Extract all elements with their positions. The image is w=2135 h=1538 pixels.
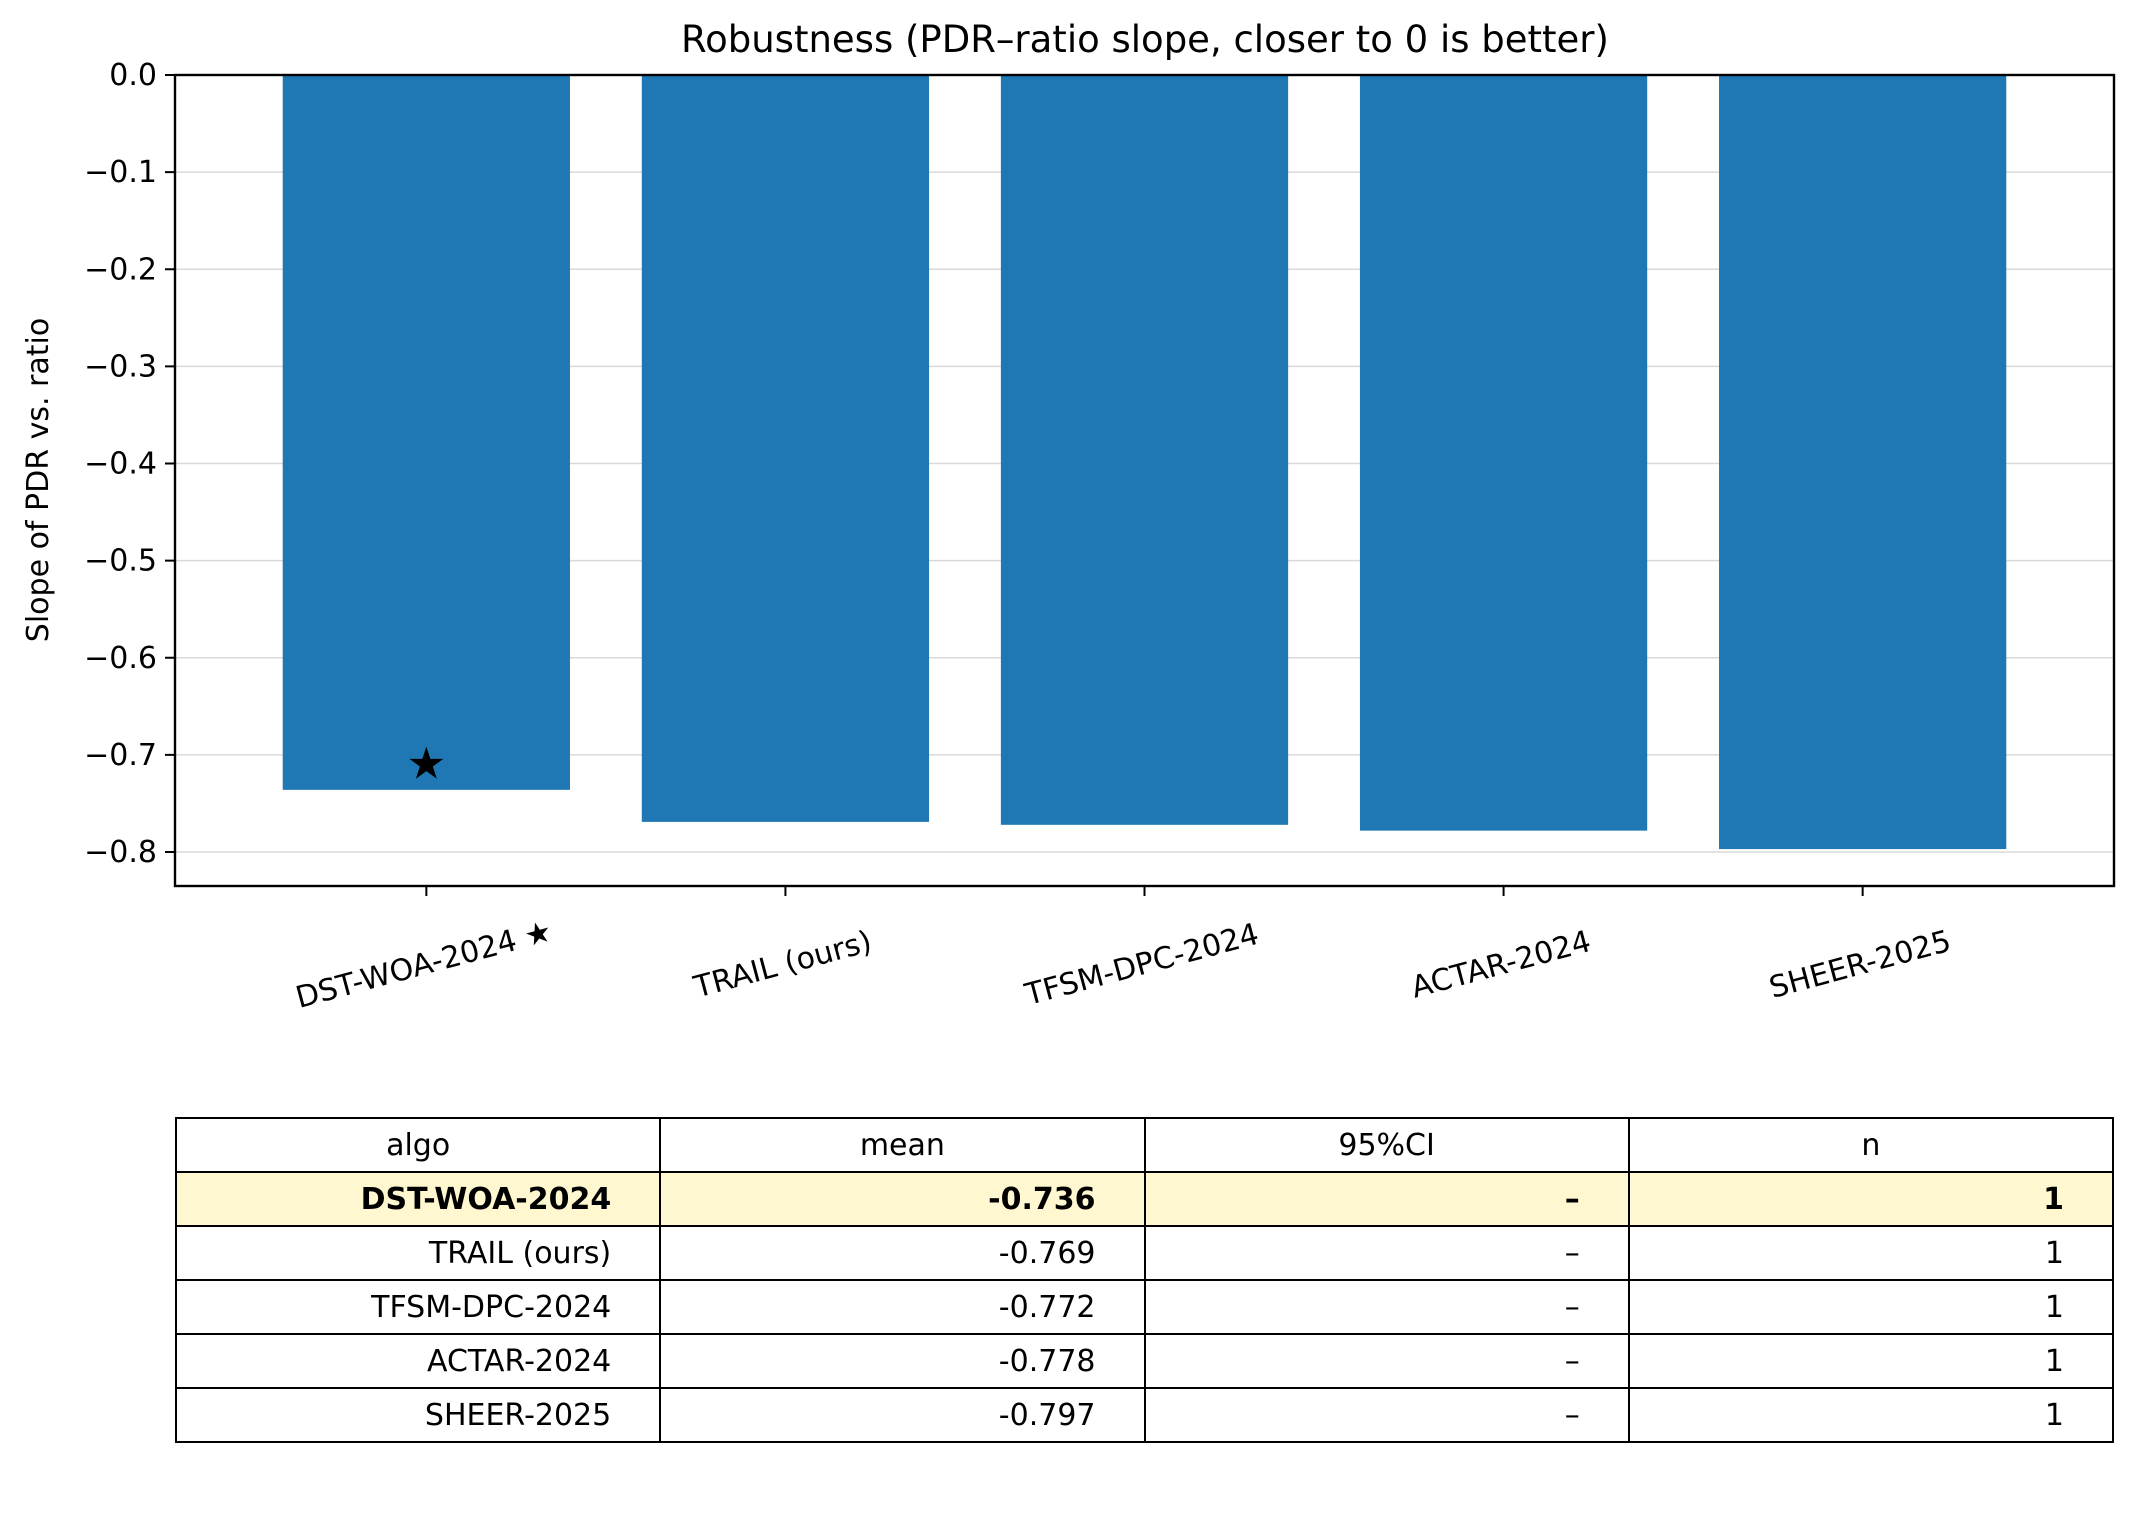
y-tick-label: 0.0 [109, 58, 157, 93]
cell-ci: – [1143, 1387, 1630, 1443]
cell-n: 1 [1627, 1387, 2115, 1443]
y-tick-label: −0.4 [84, 447, 157, 482]
cell-ci: – [1143, 1225, 1630, 1281]
cell-mean: -0.736 [659, 1171, 1146, 1227]
bar [1000, 75, 1289, 825]
x-axis-ticks: DST-WOA-2024 ★ TRAIL (ours) TFSM-DPC-2024 A… [292, 886, 1955, 1016]
y-tick-label: −0.2 [84, 252, 157, 287]
cell-mean: -0.797 [659, 1387, 1146, 1443]
bar-chart: Robustness (PDR–ratio slope, closer to 0… [21, 18, 2116, 1016]
table-row: TFSM-DPC-2024 -0.772 – 1 [174, 1279, 2115, 1335]
cell-ci: – [1143, 1171, 1630, 1227]
cell-mean: -0.778 [659, 1333, 1146, 1389]
table-row: TRAIL (ours) -0.769 – 1 [174, 1225, 2115, 1281]
table-row: ACTAR-2024 -0.778 – 1 [174, 1333, 2115, 1389]
stats-table: algo mean 95%CI n DST-WOA-2024 -0.736 – … [174, 1117, 2115, 1443]
table-header-row: algo mean 95%CI n [174, 1117, 2115, 1173]
cell-mean: -0.769 [659, 1225, 1146, 1281]
header-mean: mean [659, 1117, 1146, 1173]
cell-ci: – [1143, 1279, 1630, 1335]
x-tick-label: TRAIL (ours) [689, 924, 875, 1005]
cell-algo: SHEER-2025 [174, 1387, 662, 1443]
bar [1719, 75, 2007, 850]
table-row: SHEER-2025 -0.797 – 1 [174, 1387, 2115, 1443]
cell-n: 1 [1627, 1333, 2115, 1389]
cell-n: 1 [1627, 1225, 2115, 1281]
y-axis-ticks: 0.0 −0.1 −0.2 −0.3 −0.4 −0.5 −0.6 −0.7 −0.8 [84, 58, 175, 870]
header-n: n [1627, 1117, 2115, 1173]
cell-ci: – [1143, 1333, 1630, 1389]
chart-title: Robustness (PDR–ratio slope, closer to 0… [681, 18, 1609, 61]
cell-algo: TRAIL (ours) [174, 1225, 662, 1281]
cell-mean: -0.772 [659, 1279, 1146, 1335]
header-ci: 95%CI [1143, 1117, 1630, 1173]
bar [641, 75, 930, 822]
y-axis-label: Slope of PDR vs. ratio [21, 318, 56, 642]
bar [282, 75, 570, 790]
y-tick-label: −0.3 [84, 349, 157, 384]
bars [282, 75, 2007, 850]
cell-algo: TFSM-DPC-2024 [174, 1279, 662, 1335]
cell-algo: DST-WOA-2024 [174, 1171, 662, 1227]
header-algo: algo [174, 1117, 662, 1173]
markers: ★ [407, 739, 446, 790]
y-tick-label: −0.6 [84, 641, 157, 676]
y-tick-label: −0.8 [84, 835, 157, 870]
x-tick-label: ACTAR-2024 [1408, 924, 1595, 1005]
cell-algo: ACTAR-2024 [174, 1333, 662, 1389]
cell-n: 1 [1627, 1279, 2115, 1335]
x-tick-label: SHEER-2025 [1766, 924, 1955, 1006]
y-tick-label: −0.1 [84, 155, 157, 190]
x-tick-label: TFSM-DPC-2024 [1021, 917, 1263, 1013]
bar [1359, 75, 1648, 831]
y-tick-label: −0.5 [84, 544, 157, 579]
y-tick-label: −0.7 [84, 738, 157, 773]
table-row: DST-WOA-2024 -0.736 – 1 [174, 1171, 2115, 1227]
x-tick-label: DST-WOA-2024 ★ [292, 914, 556, 1016]
star-marker: ★ [407, 739, 446, 790]
cell-n: 1 [1627, 1171, 2115, 1227]
